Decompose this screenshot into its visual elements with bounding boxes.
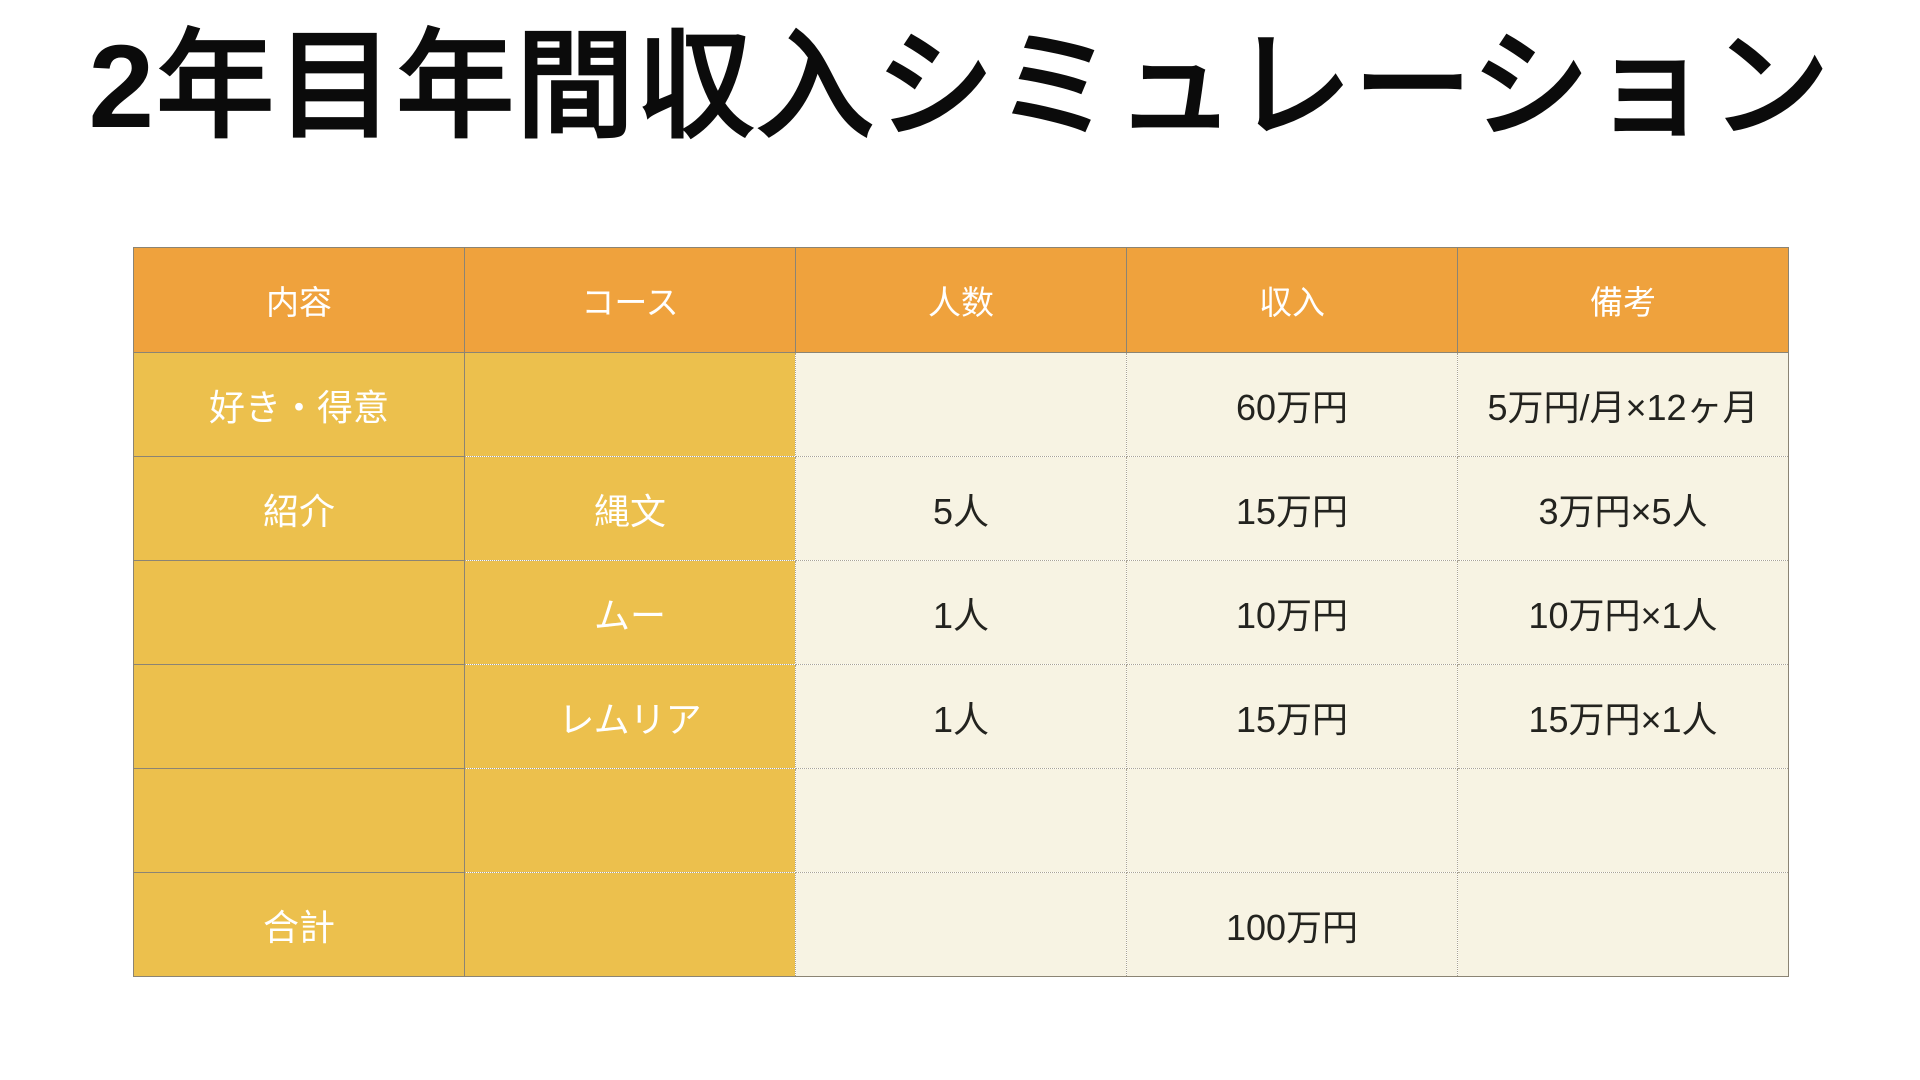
cell-content: [133, 560, 465, 665]
cell-remarks: 5万円/月×12ヶ月: [1457, 352, 1789, 457]
cell-course: レムリア: [464, 664, 796, 769]
cell-people: [795, 352, 1127, 457]
cell-people: 5人: [795, 456, 1127, 561]
cell-people: 1人: [795, 560, 1127, 665]
cell-people: [795, 768, 1127, 873]
header-cell-income: 収入: [1126, 247, 1458, 353]
table-row-total: 合計 100万円: [133, 872, 1789, 977]
table-row: [133, 768, 1789, 873]
cell-content: 好き・得意: [133, 352, 465, 457]
cell-income: 15万円: [1126, 456, 1458, 561]
cell-total-income: 100万円: [1126, 872, 1458, 977]
cell-income: [1126, 768, 1458, 873]
cell-content: [133, 664, 465, 769]
cell-remarks: [1457, 872, 1789, 977]
cell-total-label: 合計: [133, 872, 465, 977]
header-cell-course: コース: [464, 247, 796, 353]
header-cell-remarks: 備考: [1457, 247, 1789, 353]
cell-people: [795, 872, 1127, 977]
table-row: ムー 1人 10万円 10万円×1人: [133, 560, 1789, 665]
cell-content: [133, 768, 465, 873]
cell-remarks: 15万円×1人: [1457, 664, 1789, 769]
cell-course: 縄文: [464, 456, 796, 561]
income-simulation-table: 内容 コース 人数 収入 備考 好き・得意 60万円 5万円/月×12ヶ月 紹介…: [133, 247, 1789, 977]
cell-income: 10万円: [1126, 560, 1458, 665]
table-row: 好き・得意 60万円 5万円/月×12ヶ月: [133, 352, 1789, 457]
header-cell-people: 人数: [795, 247, 1127, 353]
cell-income: 15万円: [1126, 664, 1458, 769]
header-cell-content: 内容: [133, 247, 465, 353]
cell-people: 1人: [795, 664, 1127, 769]
cell-remarks: 3万円×5人: [1457, 456, 1789, 561]
cell-course: [464, 768, 796, 873]
table-row: 紹介 縄文 5人 15万円 3万円×5人: [133, 456, 1789, 561]
cell-remarks: [1457, 768, 1789, 873]
cell-course: ムー: [464, 560, 796, 665]
cell-income: 60万円: [1126, 352, 1458, 457]
page-title: 2年目年間収入シミュレーション: [88, 21, 1832, 153]
table-header-row: 内容 コース 人数 収入 備考: [133, 247, 1789, 353]
cell-course: [464, 352, 796, 457]
cell-course: [464, 872, 796, 977]
table-row: レムリア 1人 15万円 15万円×1人: [133, 664, 1789, 769]
cell-remarks: 10万円×1人: [1457, 560, 1789, 665]
cell-content: 紹介: [133, 456, 465, 561]
